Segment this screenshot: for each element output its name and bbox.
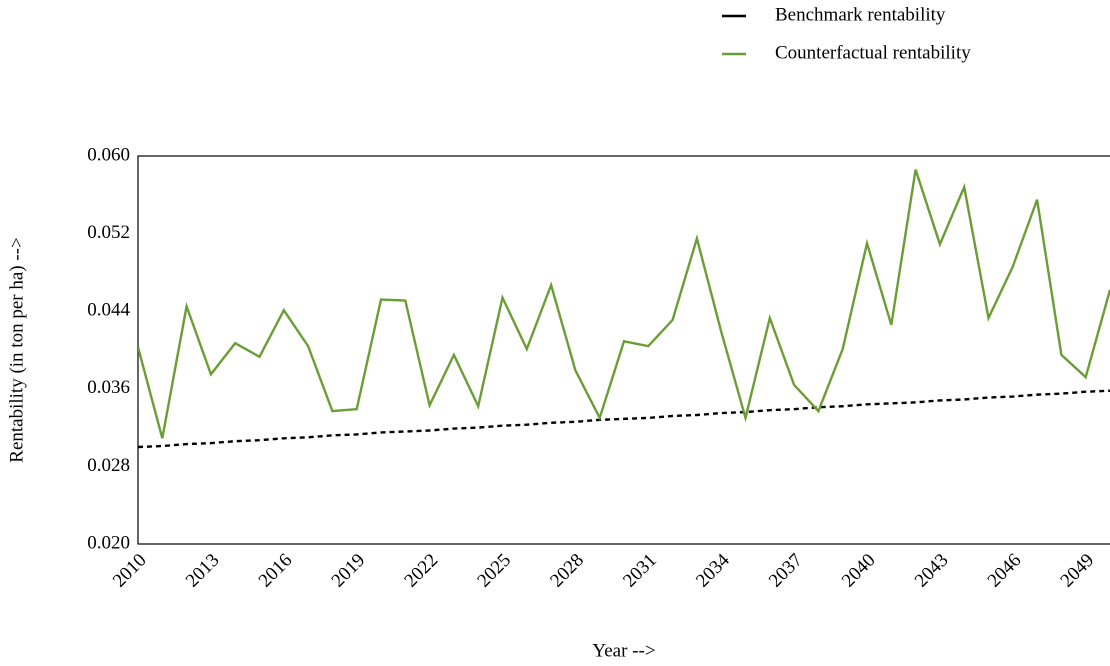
x-tick-label: 2043 xyxy=(911,550,953,592)
legend-label: Counterfactual rentability xyxy=(775,42,971,63)
x-tick-label: 2010 xyxy=(109,550,151,592)
x-tick-label: 2037 xyxy=(765,550,807,592)
y-tick-label: 0.028 xyxy=(87,455,130,476)
x-tick-label: 2046 xyxy=(984,550,1026,592)
x-tick-label: 2049 xyxy=(1057,550,1099,592)
x-tick-label: 2034 xyxy=(692,549,734,591)
legend-label: Benchmark rentability xyxy=(775,4,946,25)
x-tick-label: 2040 xyxy=(838,550,880,592)
y-tick-label: 0.052 xyxy=(87,222,130,243)
x-tick-label: 2025 xyxy=(473,550,515,592)
x-tick-label: 2019 xyxy=(328,550,370,592)
y-axis-label: Rentability (in ton per ha) --> xyxy=(6,237,27,462)
y-tick-label: 0.044 xyxy=(87,300,130,321)
x-axis-label: Year --> xyxy=(592,640,655,661)
series-line xyxy=(138,169,1110,439)
y-tick-label: 0.020 xyxy=(87,532,130,553)
x-tick-label: 2013 xyxy=(182,550,224,592)
x-tick-label: 2022 xyxy=(400,550,442,592)
x-tick-label: 2028 xyxy=(546,550,588,592)
series-line xyxy=(138,389,1110,449)
x-tick-label: 2031 xyxy=(619,550,661,592)
plot-frame xyxy=(137,155,1110,545)
y-tick-label: 0.036 xyxy=(87,377,130,398)
y-tick-label: 0.060 xyxy=(87,144,130,165)
x-tick-label: 2016 xyxy=(255,550,297,592)
